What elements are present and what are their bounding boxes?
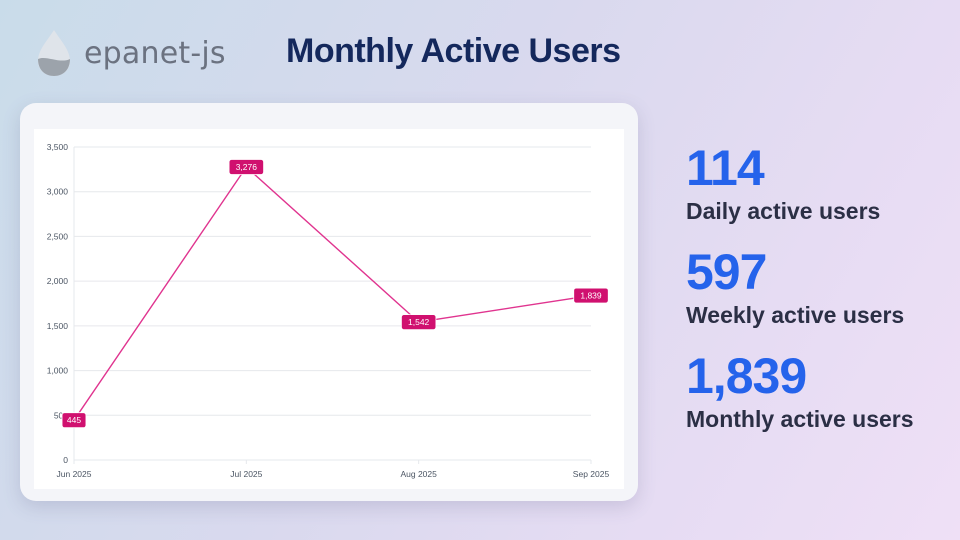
y-tick-label: 2,000 [47,276,69,286]
stat-weekly-value: 597 [686,244,767,300]
data-label: 3,276 [236,162,258,172]
y-tick-label: 2,500 [47,231,69,241]
y-tick-label: 1,000 [47,366,69,376]
x-tick-label: Sep 2025 [573,469,610,479]
data-label: 445 [67,415,81,425]
data-label-box [401,314,437,331]
stat-daily-value: 114 [686,140,765,196]
x-tick-label: Aug 2025 [400,469,437,479]
data-label-box [228,159,264,175]
y-tick-label: 3,500 [47,142,69,152]
x-tick-label: Jul 2025 [230,469,262,479]
x-tick-label: Jun 2025 [57,469,92,479]
page-title: Monthly Active Users [286,32,621,70]
stat-daily: 114 Daily active users [686,140,956,226]
stats-panel: 114 Daily active users 597 Weekly active… [686,140,956,452]
stat-weekly-label: Weekly active users [686,302,905,328]
chart-card: 0 500 1,000 1,500 2,000 2,500 3,000 3,500 Jun 20… [20,103,638,501]
y-tick-label: 500 [54,410,68,420]
y-tick-label: 1,500 [47,321,69,331]
brand-logo: epanet-js [36,28,226,78]
brand-name: epanet-js [84,35,226,71]
water-drop-icon [38,30,70,76]
stat-monthly-label: Monthly active users [686,406,914,432]
data-label-box [61,412,87,429]
stat-daily-label: Daily active users [686,198,881,224]
stat-monthly-value: 1,839 [686,348,807,404]
line-chart: 0 500 1,000 1,500 2,000 2,500 3,000 3,500 Jun 20… [47,142,610,479]
stat-monthly: 1,839 Monthly active users [686,348,956,434]
data-label-box [573,287,609,304]
data-label: 1,542 [408,317,430,327]
y-tick-label: 0 [63,455,68,465]
data-label: 1,839 [580,291,602,301]
chart-area: 0 500 1,000 1,500 2,000 2,500 3,000 3,500 Jun 20… [34,129,624,489]
stat-weekly: 597 Weekly active users [686,244,956,330]
y-tick-label: 3,000 [47,187,69,197]
series-line [73,166,592,421]
